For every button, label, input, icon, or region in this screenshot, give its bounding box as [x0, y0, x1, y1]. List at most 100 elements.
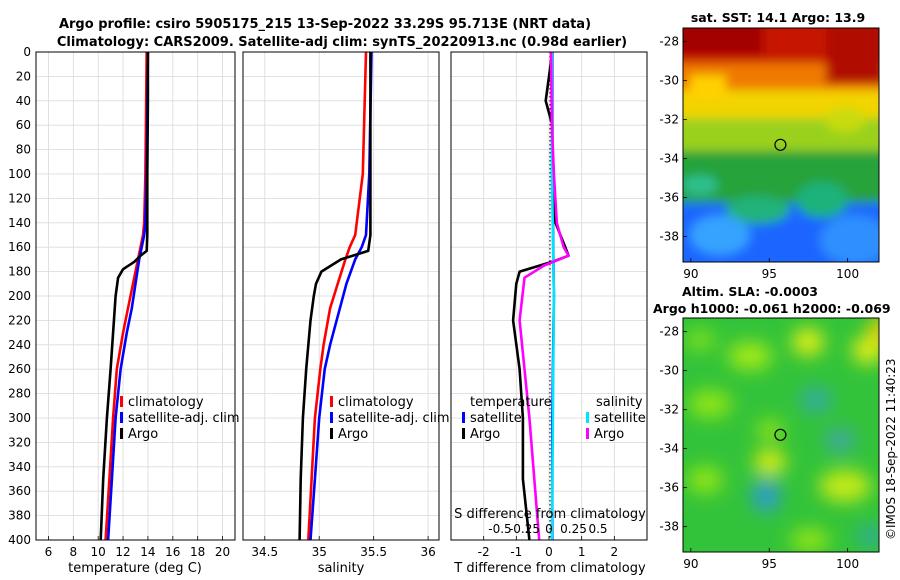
- legend-swatch-t-satellite: [462, 412, 465, 423]
- legend-t-satellite: satellite: [470, 411, 522, 426]
- y-tick-label: 180: [8, 265, 31, 279]
- y-tick-label: 40: [16, 94, 31, 108]
- sst-map-panel: sat. SST: 14.1 Argo: 13.9 9: [659, 10, 880, 281]
- legend-swatch-satellite: [330, 412, 333, 423]
- map-y-tick-label: -38: [659, 230, 679, 244]
- x-tick-label: 2: [611, 545, 619, 559]
- map-x-tick-label: 100: [836, 267, 859, 281]
- legend-argo: Argo: [338, 427, 368, 442]
- map-y-tick-label: -36: [659, 481, 679, 495]
- legend-header-salinity: salinity: [596, 395, 643, 410]
- watermark: ©IMOS 18-Sep-2022 11:40:23: [884, 358, 898, 540]
- x-tick-label: 18: [190, 545, 205, 559]
- title-line-2: Climatology: CARS2009. Satellite-adj cli…: [57, 35, 627, 50]
- y-tick-label: 320: [8, 435, 31, 449]
- x-tick-label: 12: [115, 545, 130, 559]
- series-line-satellite-adj-clim: [309, 51, 373, 541]
- map-y-tick-label: -30: [659, 74, 679, 88]
- map-y-tick-label: -28: [659, 35, 679, 49]
- title-line-1: Argo profile: csiro 5905175_215 13-Sep-2…: [59, 17, 591, 32]
- legend-swatch-argo: [120, 428, 123, 439]
- legend-s-argo: Argo: [594, 427, 624, 442]
- map-x-tick-label: 100: [836, 557, 859, 571]
- difference-legend: temperature salinity satellite Argo sate…: [462, 395, 646, 442]
- y-tick-label: 380: [8, 509, 31, 523]
- temperature-legend: climatology satellite-adj. clim Argo: [120, 395, 240, 442]
- difference-panel: -2 -1 0 1 2 -0.5-0.25 0 0.25 0.5 S difference f…: [450, 51, 648, 576]
- y-tick-label: 160: [8, 240, 31, 254]
- sla-map-title-2: Argo h1000: -0.061 h2000: -0.069: [653, 301, 891, 316]
- argo-position-marker: [774, 428, 787, 441]
- map-y-tick-label: -32: [659, 403, 679, 417]
- map-y-tick-label: -30: [659, 364, 679, 378]
- salinity-legend: climatology satellite-adj. clim Argo: [330, 395, 450, 442]
- x2-tick-label: 0.25: [560, 522, 587, 536]
- x-tick-label: 6: [45, 545, 53, 559]
- legend-swatch-satellite: [120, 412, 123, 423]
- x-tick-label: 34.5: [251, 545, 278, 559]
- legend-swatch-argo: [330, 428, 333, 439]
- legend-swatch-s-argo: [586, 428, 589, 439]
- x-tick-label: 16: [165, 545, 180, 559]
- series-line-satellite-adj-clim: [106, 51, 150, 541]
- s-diff-xlabel: S difference from climatology: [454, 507, 646, 522]
- series-line-argo: [298, 52, 372, 541]
- x2-tick-label: -0.5: [488, 522, 511, 536]
- series-line-argo: [99, 52, 150, 541]
- map-y-tick-label: -38: [659, 520, 679, 534]
- y-tick-label: 80: [16, 143, 31, 157]
- y-tick-label: 100: [8, 167, 31, 181]
- map-y-tick-label: -28: [659, 325, 679, 339]
- y-tick-label: 260: [8, 362, 31, 376]
- map-x-tick-label: 95: [762, 557, 777, 571]
- legend-swatch-climatology: [120, 396, 123, 407]
- map-x-tick-label: 90: [683, 557, 698, 571]
- argo-position-marker: [774, 138, 787, 151]
- x-tick-label: 0: [545, 545, 553, 559]
- x-tick-label: 35: [312, 545, 327, 559]
- sst-heatmap: [683, 28, 879, 262]
- sla-map-panel: Altim. SLA: -0.0003 Argo h1000: -0.061 h…: [653, 284, 891, 571]
- temperature-panel: 6 8 10 12 14 16 18 20 0 20 40 60 80 100 120 140 160 180 2…: [8, 45, 240, 576]
- y-tick-label: 140: [8, 216, 31, 230]
- t-diff-xlabel: T difference from climatology: [453, 561, 646, 576]
- x-tick-label: 35.5: [360, 545, 387, 559]
- legend-swatch-s-satellite: [586, 412, 589, 423]
- legend-argo: Argo: [128, 427, 158, 442]
- map-y-tick-label: -34: [659, 442, 679, 456]
- legend-satellite: satellite-adj. clim: [338, 411, 450, 426]
- legend-satellite: satellite-adj. clim: [128, 411, 240, 426]
- legend-climatology: climatology: [338, 395, 414, 410]
- legend-swatch-climatology: [330, 396, 333, 407]
- x-tick-label: 36: [420, 545, 435, 559]
- x-tick-label: -1: [510, 545, 522, 559]
- map-x-tick-label: 95: [762, 267, 777, 281]
- map-y-tick-label: -32: [659, 113, 679, 127]
- legend-s-satellite: satellite: [594, 411, 646, 426]
- y-tick-label: 120: [8, 191, 31, 205]
- legend-t-argo: Argo: [470, 427, 500, 442]
- x2-tick-label: 0: [545, 522, 553, 536]
- x-tick-label: 10: [91, 545, 106, 559]
- y-tick-label: 200: [8, 289, 31, 303]
- salinity-xlabel: salinity: [318, 561, 365, 576]
- x-tick-label: 1: [578, 545, 586, 559]
- x-tick-label: 14: [140, 545, 155, 559]
- map-y-tick-label: -36: [659, 191, 679, 205]
- temperature-xlabel: temperature (deg C): [68, 561, 202, 576]
- sla-map-title-1: Altim. SLA: -0.0003: [682, 284, 818, 299]
- y-tick-label: 20: [16, 69, 31, 83]
- salinity-panel: 34.5 35 35.5 36 salinity climatology satell…: [242, 51, 450, 576]
- x-tick-label: 8: [69, 545, 77, 559]
- legend-climatology: climatology: [128, 395, 204, 410]
- y-tick-label: 220: [8, 313, 31, 327]
- legend-swatch-t-argo: [462, 428, 465, 439]
- map-x-tick-label: 90: [683, 267, 698, 281]
- series-line-climatology: [307, 51, 368, 541]
- x-tick-label: 20: [215, 545, 230, 559]
- y-tick-label: 360: [8, 484, 31, 498]
- x-tick-label: -2: [478, 545, 490, 559]
- legend-header-temperature: temperature: [470, 395, 552, 410]
- y-tick-label: 60: [16, 118, 31, 132]
- y-tick-label: 240: [8, 338, 31, 352]
